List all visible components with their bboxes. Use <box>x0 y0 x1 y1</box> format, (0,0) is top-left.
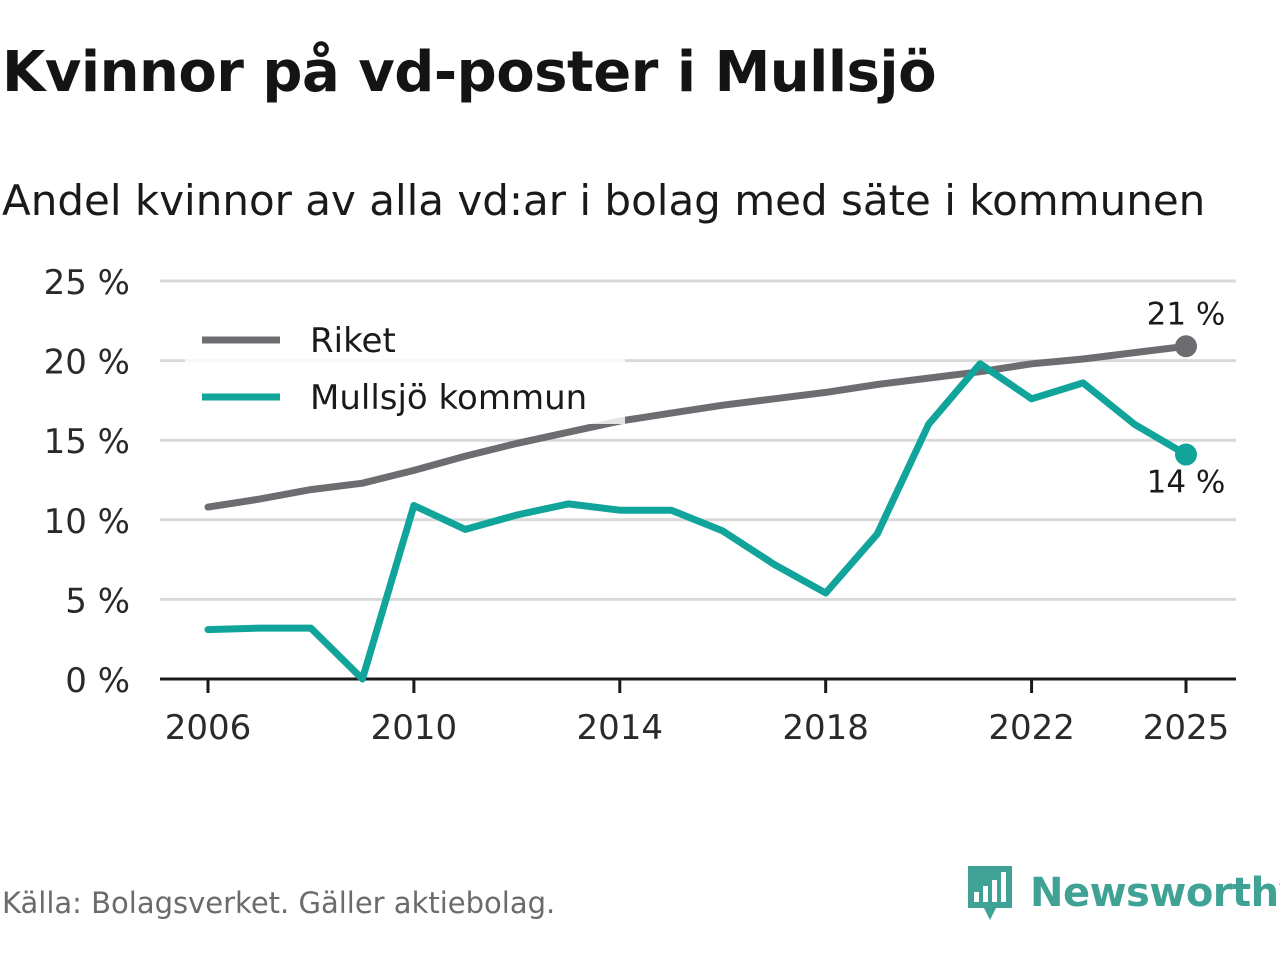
brand-name: Newsworthy <box>1030 870 1280 916</box>
newsworthy-logo-icon <box>968 866 1012 920</box>
line-chart: 0 %5 %10 %15 %20 %25 % 2006 2010 2014 2018 2… <box>44 263 1236 748</box>
series-line-kommun <box>204 360 1190 683</box>
chart-subtitle: Andel kvinnor av alla vd:ar i bolag med … <box>2 176 1206 225</box>
x-tick-label: 2018 <box>782 708 869 748</box>
y-tick-label: 20 % <box>44 343 130 383</box>
chart-title: Kvinnor på vd-poster i Mullsjö <box>2 40 937 105</box>
y-tick-label: 0 % <box>65 661 130 701</box>
legend-background <box>185 308 625 424</box>
y-tick-label: 25 % <box>44 263 130 303</box>
end-marker-kommun <box>1175 443 1197 466</box>
end-label-kommun: 14 % <box>1147 465 1226 501</box>
legend-label-kommun: Mullsjö kommun <box>310 378 587 418</box>
y-tick-label: 15 % <box>44 422 130 462</box>
x-tick-label: 2014 <box>577 708 664 748</box>
legend: Riket Mullsjö kommun <box>185 308 625 424</box>
x-tick-label: 2010 <box>371 708 458 748</box>
end-marker-riket <box>1175 335 1197 358</box>
series-lines <box>204 342 1190 683</box>
end-markers: 21 % 14 % <box>1147 296 1226 500</box>
y-tick-label: 10 % <box>44 502 130 542</box>
x-tick-label: 2006 <box>165 708 252 748</box>
source-note: Källa: Bolagsverket. Gäller aktiebolag. <box>2 886 556 920</box>
y-axis-tick-labels: 0 % 5 % 10 % 15 % 20 % 25 % <box>44 263 130 701</box>
x-axis: 2006 2010 2014 2018 2022 2025 <box>160 677 1236 748</box>
x-tick-label: 2025 <box>1143 708 1230 748</box>
series-line-riket <box>204 342 1190 511</box>
brand-logo: Newsworthy <box>964 862 1280 924</box>
legend-label-riket: Riket <box>310 321 396 361</box>
end-label-riket: 21 % <box>1147 296 1226 332</box>
y-tick-label: 5 % <box>65 581 130 621</box>
x-tick-label: 2022 <box>988 708 1075 748</box>
